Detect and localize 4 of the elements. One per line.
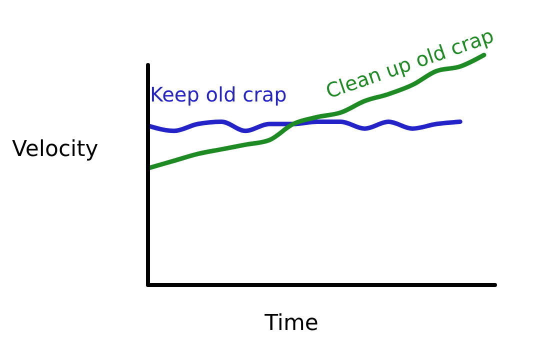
text: Clean up old crap [322,23,497,104]
x-axis-title: Time [264,311,318,336]
y-axis-title: Velocity [12,137,98,162]
series-label: Keep old crap [150,82,287,106]
